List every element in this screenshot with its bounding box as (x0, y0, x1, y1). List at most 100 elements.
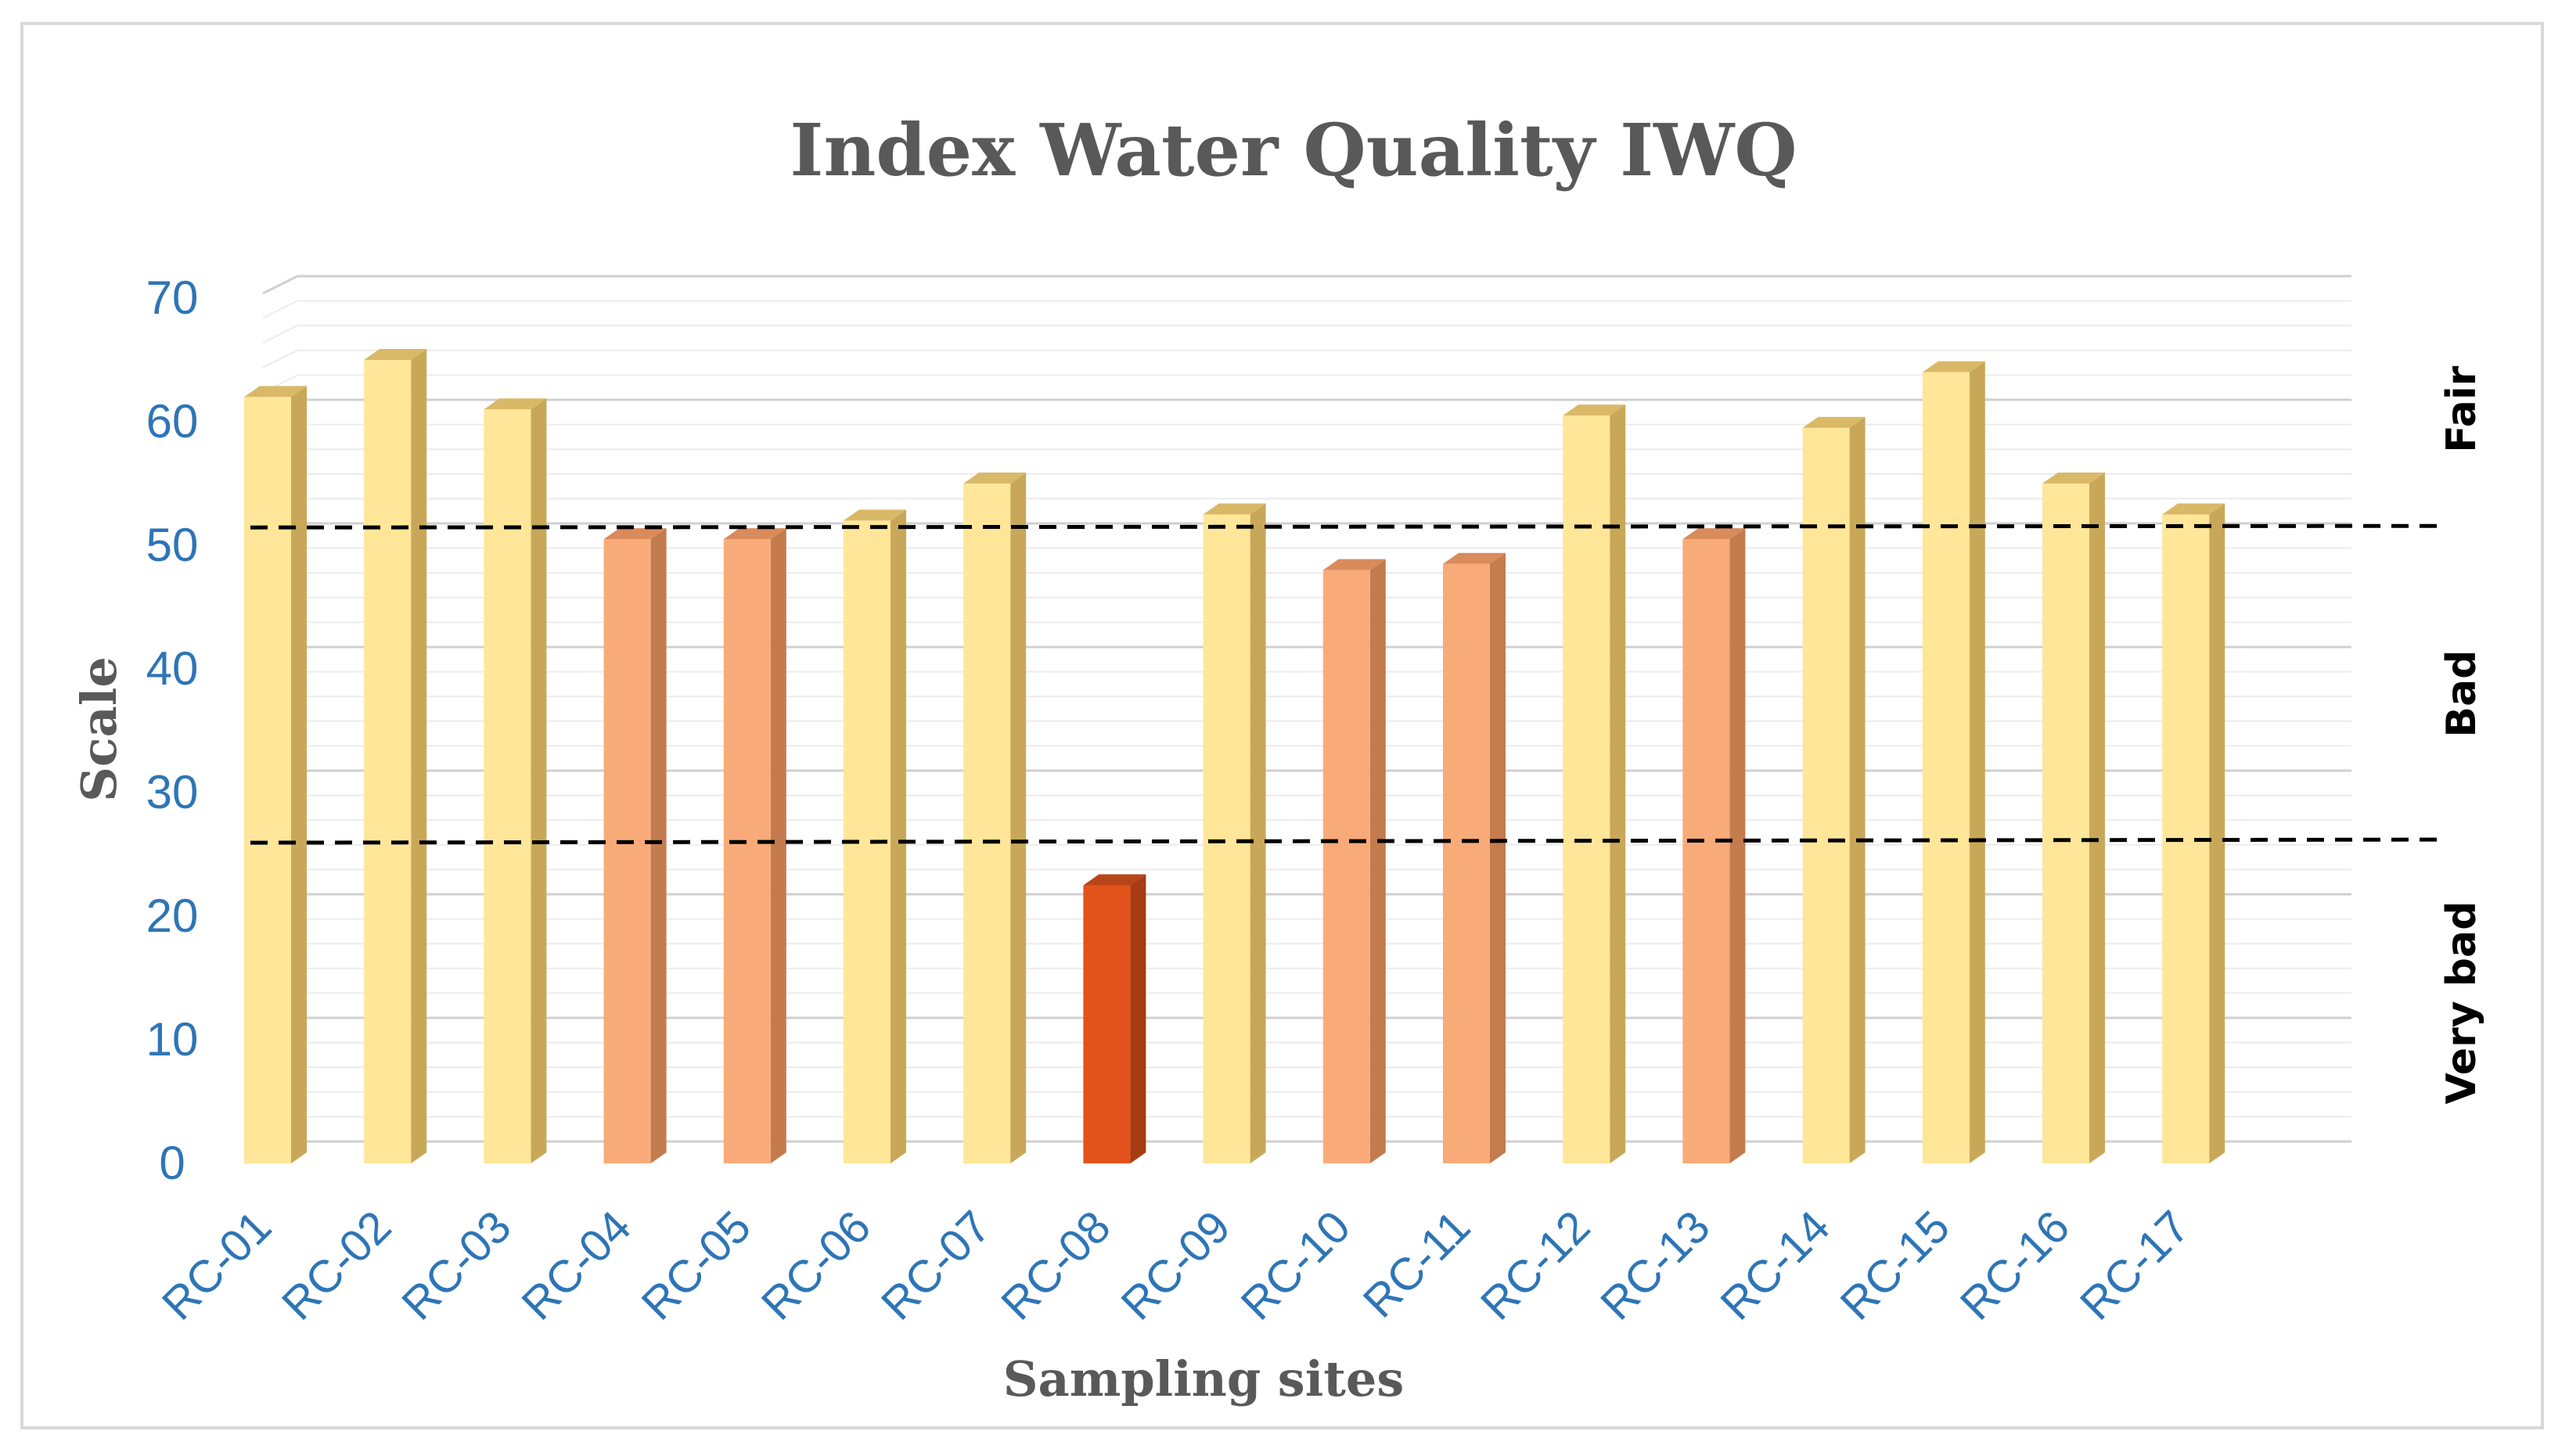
bar-rc-02 (364, 349, 427, 1163)
bar-side (1610, 404, 1626, 1163)
bar-rc-03 (484, 398, 547, 1163)
bar-rc-14 (1802, 416, 1866, 1163)
bar-top (1563, 404, 1626, 416)
bar-side (2209, 503, 2225, 1163)
bar-front (1083, 885, 1131, 1163)
y-tick-label: 0 (159, 1137, 185, 1189)
band-label: Very bad (2438, 901, 2485, 1105)
y-axis-label: Scale (70, 656, 128, 802)
bar-side (531, 398, 547, 1163)
bar-side (1369, 559, 1386, 1163)
x-tick-label: RC-14 (1711, 1201, 1839, 1329)
bar-top (1203, 503, 1266, 515)
bar-front (1682, 539, 1730, 1163)
bar-side (1490, 552, 1506, 1163)
x-tick-label: RC-10 (1232, 1201, 1360, 1329)
bar-side (1729, 528, 1746, 1163)
bar-front (1563, 415, 1610, 1163)
chart-canvas: Index Water Quality IWQ 010203040506070 … (70, 108, 2485, 1407)
x-tick-labels: RC-01RC-02RC-03RC-04RC-05RC-06RC-07RC-08… (153, 1201, 2200, 1329)
band-label: Fair (2438, 365, 2485, 452)
band-labels: Fair Bad Very bad (2438, 365, 2485, 1104)
x-tick-label: RC-09 (1111, 1201, 1240, 1329)
bar-side (1130, 874, 1146, 1163)
grid-minor-diagonal (262, 300, 298, 319)
bar-top (2042, 473, 2105, 484)
bar-top (1083, 874, 1146, 886)
bar-top (1682, 528, 1746, 540)
bar-side (770, 528, 786, 1163)
bar-top (1443, 552, 1506, 564)
bar-front (723, 539, 771, 1163)
bar-top (963, 473, 1027, 484)
bar-side (1250, 503, 1266, 1163)
bar-side (2089, 473, 2105, 1163)
bar-front (1443, 563, 1490, 1163)
bar-rc-05 (723, 528, 786, 1163)
bar-top (484, 398, 547, 410)
bar-rc-10 (1322, 559, 1386, 1163)
bar-rc-01 (244, 386, 307, 1163)
bar-front (1203, 514, 1250, 1163)
bar-front (364, 360, 412, 1163)
x-tick-label: RC-02 (272, 1201, 401, 1329)
y-tick-label: 20 (146, 890, 199, 942)
chart-frame: Index Water Quality IWQ 0 10 20 30 40 50 60 70 … (20, 22, 2544, 1429)
bar-side (891, 509, 906, 1163)
x-tick-label: RC-05 (632, 1201, 761, 1329)
bar-rc-09 (1203, 503, 1266, 1163)
bar-rc-16 (2042, 473, 2105, 1163)
bar-rc-15 (1922, 361, 1985, 1163)
y-tick-label: 70 (146, 271, 199, 324)
bar-top (1922, 361, 1985, 372)
bar-side (1010, 473, 1027, 1163)
bar-side (1849, 416, 1866, 1163)
grid-major-diagonal (262, 275, 298, 295)
x-tick-label: RC-13 (1591, 1201, 1719, 1329)
band-label: Bad (2438, 650, 2485, 738)
bar-front (1802, 427, 1850, 1163)
bar-rc-12 (1563, 404, 1626, 1163)
x-tick-label: RC-15 (1831, 1201, 1959, 1329)
x-tick-label: RC-06 (752, 1201, 880, 1329)
grid-minor-diagonal (262, 325, 298, 344)
x-axis-label: Sampling sites (1003, 1350, 1404, 1407)
bar-top (844, 509, 906, 521)
bar-top (364, 349, 427, 360)
x-tick-label: RC-17 (2071, 1201, 2199, 1329)
grid-minor-diagonal (262, 349, 298, 368)
grid-layer (262, 275, 2351, 1160)
bar-top (244, 386, 307, 397)
bar-front (244, 397, 291, 1163)
bar-rc-17 (2162, 503, 2225, 1163)
x-tick-label: RC-12 (1471, 1201, 1599, 1329)
y-tick-label: 40 (146, 642, 199, 695)
bar-rc-13 (1682, 528, 1746, 1163)
bar-rc-08 (1083, 874, 1146, 1163)
bar-front (484, 409, 531, 1163)
bar-side (1969, 361, 1985, 1163)
bar-rc-11 (1443, 552, 1506, 1163)
bar-front (603, 539, 651, 1163)
y-tick-label: 10 (146, 1013, 199, 1066)
bar-side (291, 386, 307, 1163)
bar-top (2162, 503, 2225, 515)
y-tick-labels: 0 10 20 30 40 50 60 70 (146, 271, 199, 1189)
x-tick-label: RC-16 (1951, 1201, 2079, 1329)
bar-rc-04 (603, 528, 667, 1163)
bar-top (603, 528, 667, 540)
threshold-line (250, 523, 2442, 530)
bar-front (1322, 570, 1370, 1163)
bar-side (650, 528, 667, 1163)
y-tick-label: 30 (146, 766, 199, 818)
bar-front (2042, 484, 2089, 1163)
bar-side (411, 349, 427, 1163)
bar-top (723, 528, 786, 540)
bar-layer (244, 349, 2225, 1163)
bar-top (1802, 416, 1866, 428)
bar-rc-07 (963, 473, 1027, 1163)
x-tick-label: RC-04 (512, 1201, 640, 1329)
y-tick-label: 60 (146, 395, 199, 448)
x-tick-label: RC-01 (153, 1201, 281, 1329)
bar-front (963, 484, 1011, 1163)
